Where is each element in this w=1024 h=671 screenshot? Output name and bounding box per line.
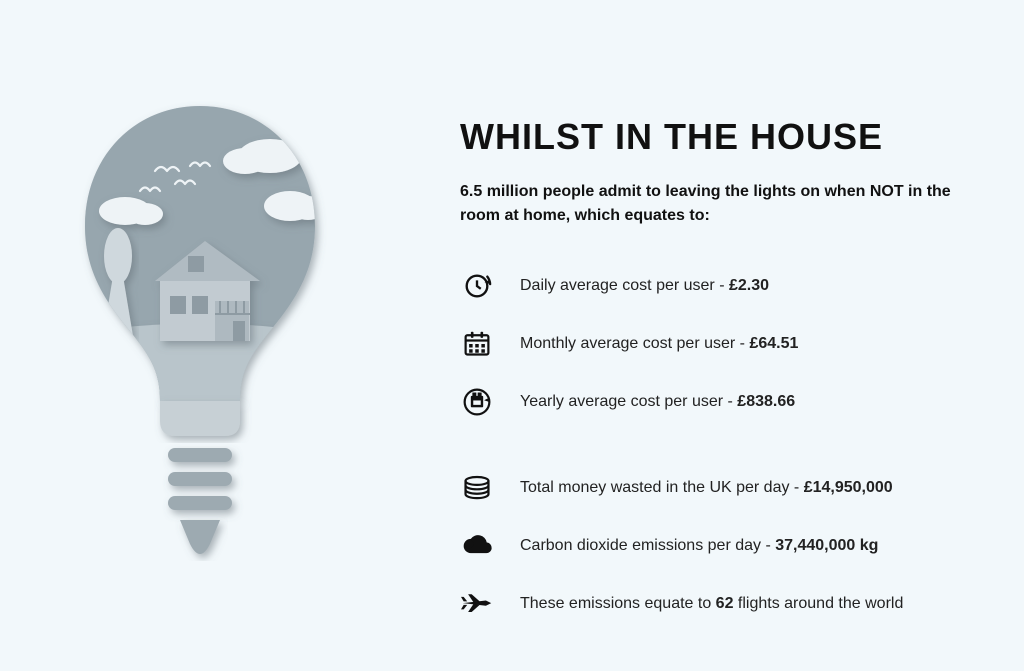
lightbulb-illustration — [60, 96, 340, 576]
cloud-co2-icon — [460, 529, 494, 563]
stat-label: Yearly average cost per user - £838.66 — [520, 393, 795, 411]
subtitle: 6.5 million people admit to leaving the … — [460, 180, 964, 226]
stat-yearly: Yearly average cost per user - £838.66 — [460, 385, 964, 419]
plane-icon — [460, 587, 494, 621]
stat-label: These emissions equate to 62 flights aro… — [520, 595, 903, 613]
stat-daily: Daily average cost per user - £2.30 — [460, 269, 964, 303]
stat-label: Carbon dioxide emissions per day - 37,44… — [520, 537, 878, 555]
stat-label: Monthly average cost per user - £64.51 — [520, 335, 798, 353]
illustration-panel — [0, 0, 400, 671]
stat-label: Total money wasted in the UK per day - £… — [520, 479, 893, 497]
calendar-arrow-icon — [460, 385, 494, 419]
stat-label: Daily average cost per user - £2.30 — [520, 277, 769, 295]
money-stack-icon — [460, 471, 494, 505]
calendar-icon — [460, 327, 494, 361]
page-title: WHILST IN THE HOUSE — [460, 116, 964, 158]
stat-flights: These emissions equate to 62 flights aro… — [460, 587, 964, 621]
stat-co2: Carbon dioxide emissions per day - 37,44… — [460, 529, 964, 563]
content-panel: WHILST IN THE HOUSE 6.5 million people a… — [400, 26, 1024, 644]
stat-monthly: Monthly average cost per user - £64.51 — [460, 327, 964, 361]
stat-total-money: Total money wasted in the UK per day - £… — [460, 471, 964, 505]
clock-arrow-icon — [460, 269, 494, 303]
